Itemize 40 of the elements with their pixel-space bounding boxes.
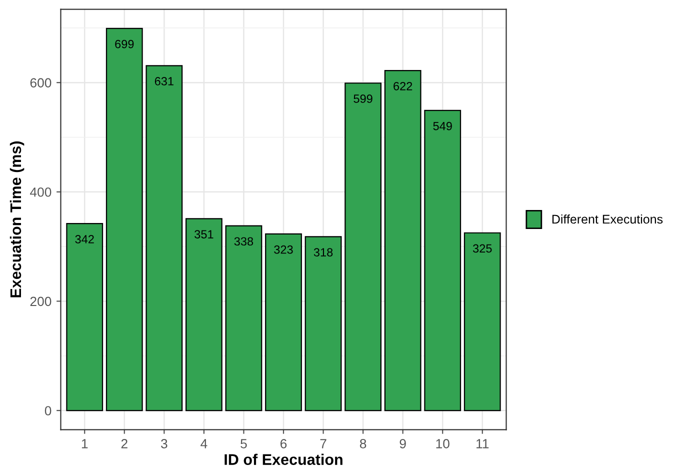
bar	[424, 110, 462, 412]
data-label: 351	[194, 230, 214, 238]
data-label: 699	[115, 40, 134, 48]
bar	[225, 225, 262, 412]
x-tick-label: 6	[280, 439, 287, 448]
bar	[464, 232, 501, 412]
data-label: 318	[314, 248, 333, 256]
x-tick-label: 5	[240, 439, 247, 448]
x-axis-title: ID of Execuation	[224, 454, 342, 465]
x-tick-label: 11	[476, 439, 489, 448]
x-tick-label: 10	[436, 439, 450, 448]
y-axis-title: Execuation Time (ms)	[10, 141, 24, 298]
bar	[265, 233, 302, 412]
x-tick-label: 3	[161, 439, 168, 448]
data-label: 323	[274, 245, 293, 254]
bar	[106, 28, 143, 412]
data-label: 338	[234, 237, 254, 246]
data-label: 549	[433, 122, 452, 130]
y-tick-label: 400	[30, 187, 52, 197]
bar	[304, 236, 342, 412]
bar	[344, 82, 382, 412]
bar	[185, 218, 222, 412]
y-tick-label: 200	[30, 296, 52, 306]
y-tick-label: 600	[30, 78, 52, 88]
legend-label: Different Executions	[552, 214, 663, 224]
x-tick-label: 4	[200, 439, 208, 448]
data-label: 599	[354, 94, 372, 103]
data-label: 325	[472, 244, 492, 253]
x-tick-label: 9	[400, 439, 406, 448]
bar	[146, 65, 183, 412]
data-label: 622	[394, 82, 412, 90]
y-tick-label: 0	[44, 406, 52, 416]
bar	[384, 70, 422, 412]
x-tick-label: 1	[82, 439, 88, 448]
x-tick-label: 2	[121, 439, 128, 448]
bar	[66, 223, 104, 412]
x-tick-label: 8	[360, 439, 366, 448]
data-label: 631	[154, 77, 174, 86]
data-label: 342	[75, 235, 94, 244]
x-tick-label: 7	[320, 439, 326, 448]
